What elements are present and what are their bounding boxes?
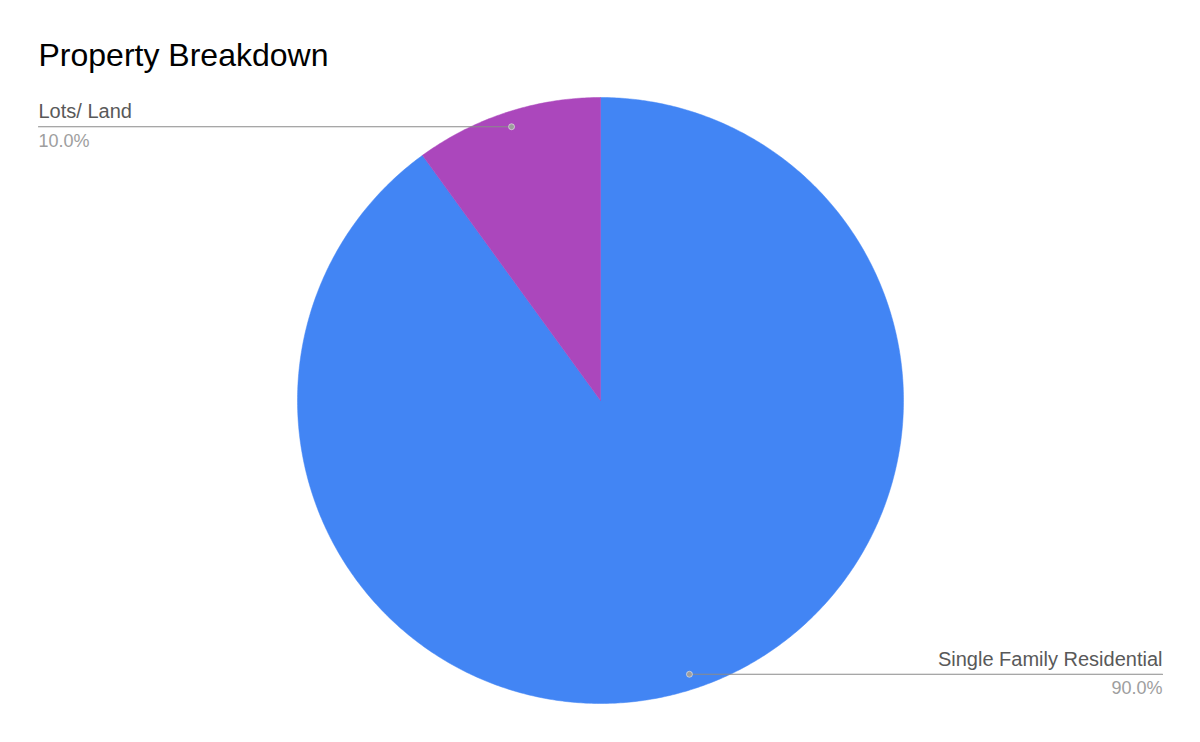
svg-text:Single Family Residential: Single Family Residential: [938, 648, 1163, 670]
svg-text:10.0%: 10.0%: [39, 130, 90, 150]
svg-text:Lots/ Land: Lots/ Land: [39, 100, 132, 122]
svg-text:90.0%: 90.0%: [1111, 678, 1162, 698]
svg-text:Property Breakdown: Property Breakdown: [39, 37, 329, 73]
